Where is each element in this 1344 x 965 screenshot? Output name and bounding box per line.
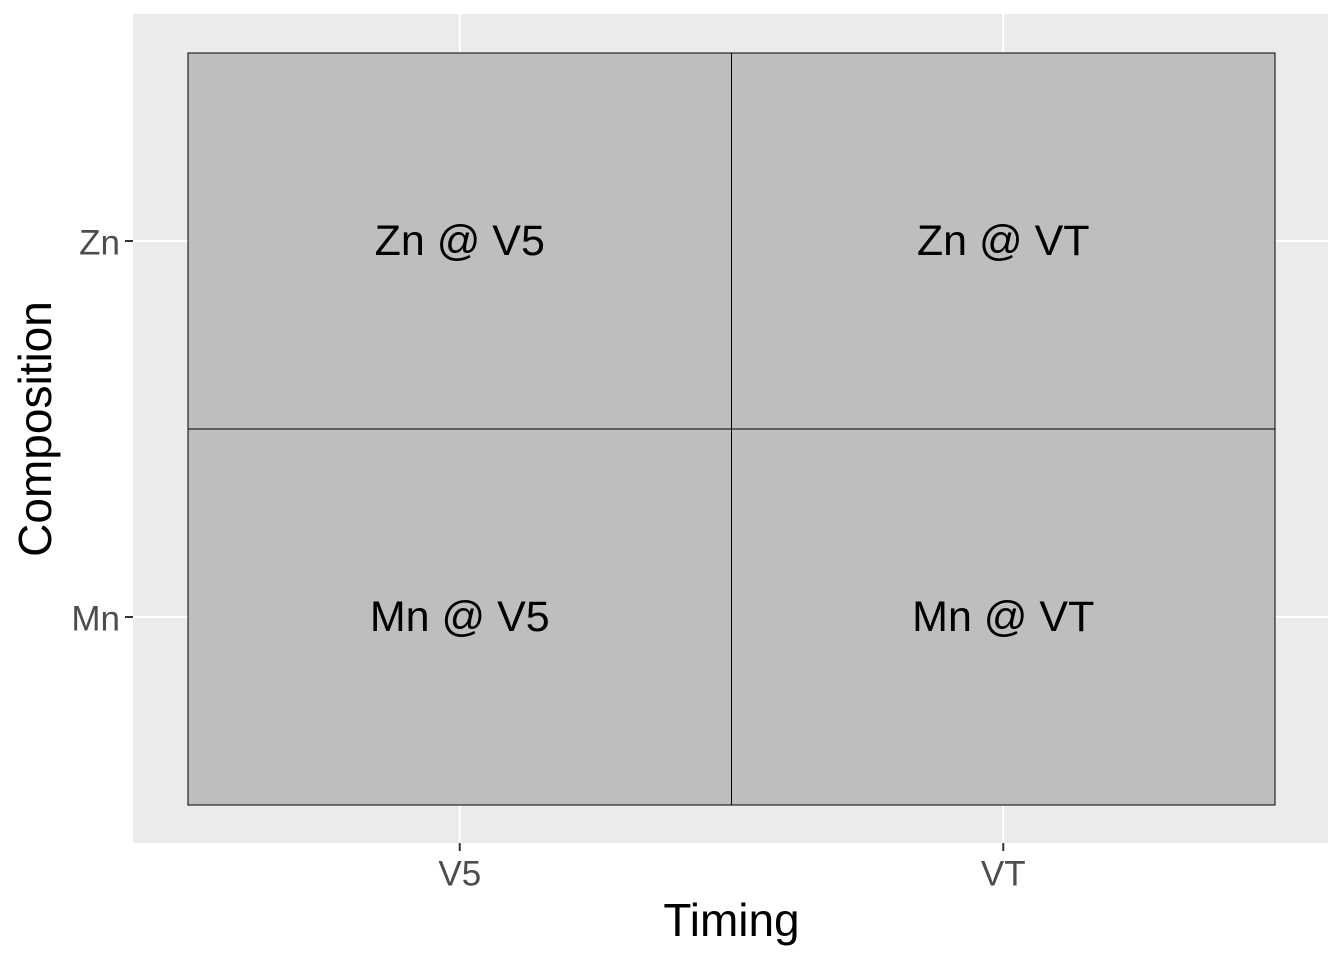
- x-tick-label-vt: VT: [981, 855, 1026, 894]
- x-tick-label-v5: V5: [438, 855, 481, 894]
- x-axis-title: Timing: [663, 894, 799, 946]
- tile-label-zn-v5: Zn @ V5: [375, 217, 545, 265]
- tiles: Zn @ V5 Zn @ VT Mn @ V5 Mn @ VT: [187, 52, 1276, 806]
- tile-label-zn-vt: Zn @ VT: [917, 217, 1090, 265]
- tile-zn-vt: [731, 52, 1276, 430]
- tile-label-mn-v5: Mn @ V5: [370, 593, 550, 641]
- tile-mn-v5: [187, 428, 732, 806]
- axes: V5 VT Mn Zn: [71, 224, 1025, 894]
- y-tick-label-mn: Mn: [71, 600, 120, 639]
- tile-mn-vt: [731, 428, 1276, 806]
- tile-label-mn-vt: Mn @ VT: [912, 593, 1094, 641]
- y-tick-label-zn: Zn: [79, 224, 120, 263]
- y-axis-title: Composition: [9, 301, 61, 557]
